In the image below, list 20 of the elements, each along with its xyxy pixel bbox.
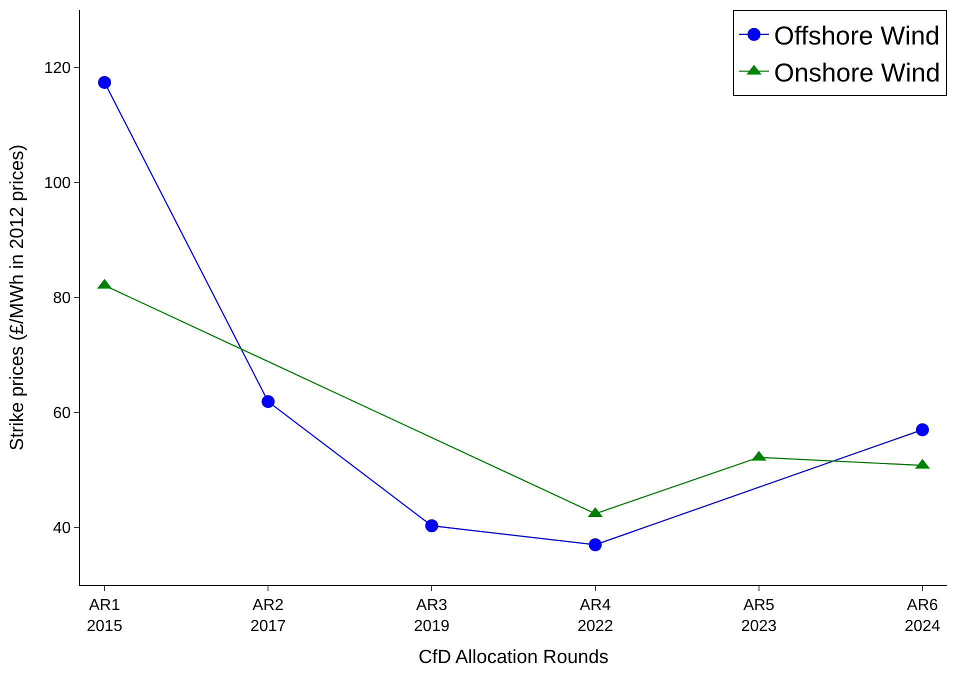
y-tick-label: 80 bbox=[53, 290, 71, 308]
point bbox=[916, 423, 929, 436]
point bbox=[588, 538, 602, 552]
y-tick-label: 60 bbox=[53, 405, 71, 422]
y-tick-label: 100 bbox=[44, 175, 71, 192]
x-tick-label: AR3 2019 bbox=[414, 597, 450, 635]
point bbox=[425, 519, 438, 532]
legend-label: Onshore Wind bbox=[774, 57, 940, 88]
y-tick-label: 40 bbox=[53, 520, 71, 538]
point bbox=[262, 395, 275, 408]
x-tick-label: AR2 2017 bbox=[250, 597, 286, 635]
x-axis-title: CfD Allocation Rounds bbox=[418, 646, 609, 668]
legend-label: Offshore Wind bbox=[774, 20, 940, 51]
y-tick-label: 120 bbox=[44, 60, 71, 78]
x-tick-label: AR4 2022 bbox=[577, 597, 614, 635]
point bbox=[98, 76, 112, 89]
y-axis-title: Strike prices (£/MWh in 2012 prices) bbox=[6, 144, 28, 451]
x-tick-label: AR5 2023 bbox=[741, 597, 777, 635]
x-tick-label: AR6 2024 bbox=[904, 597, 940, 635]
x-tick-label: AR1 2015 bbox=[86, 597, 122, 635]
